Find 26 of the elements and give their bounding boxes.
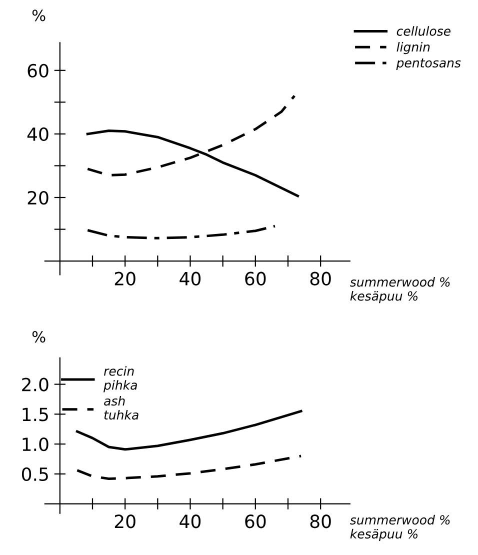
y-tick-label: 0.5: [22, 467, 48, 482]
legend-label: pentosans: [396, 58, 461, 70]
y-tick-label: 20: [28, 190, 48, 205]
x-tick-label: 20: [114, 272, 136, 286]
x-tick-label: 80: [310, 272, 331, 286]
y-tick-label: 2.0: [22, 378, 48, 392]
legend-label: cellulose: [396, 26, 450, 36]
x-tick-label: 40: [180, 514, 201, 528]
y-axis-title: %: [32, 10, 46, 22]
x-tick-label: 60: [245, 272, 266, 286]
x-axis-title: summerwood % kesäpuu %: [350, 514, 450, 542]
y-tick-label: 1.5: [22, 408, 48, 422]
legend-label: lignin: [396, 42, 430, 54]
line-series: [76, 454, 302, 480]
x-tick-label: 80: [310, 514, 331, 528]
y-tick-label: 60: [28, 64, 48, 78]
x-axis-title: summerwood % kesäpuu %: [350, 277, 450, 304]
line-series: [86, 224, 276, 240]
line-series: [76, 410, 302, 451]
x-tick-label: 40: [180, 272, 201, 286]
y-tick-label: 40: [27, 127, 48, 142]
x-tick-label: 20: [114, 514, 136, 528]
x-tick-label: 60: [245, 514, 266, 528]
y-tick-label: 1.0: [22, 438, 48, 452]
legend-label: ash tuhka: [104, 396, 138, 420]
y-axis-title: %: [32, 331, 46, 343]
